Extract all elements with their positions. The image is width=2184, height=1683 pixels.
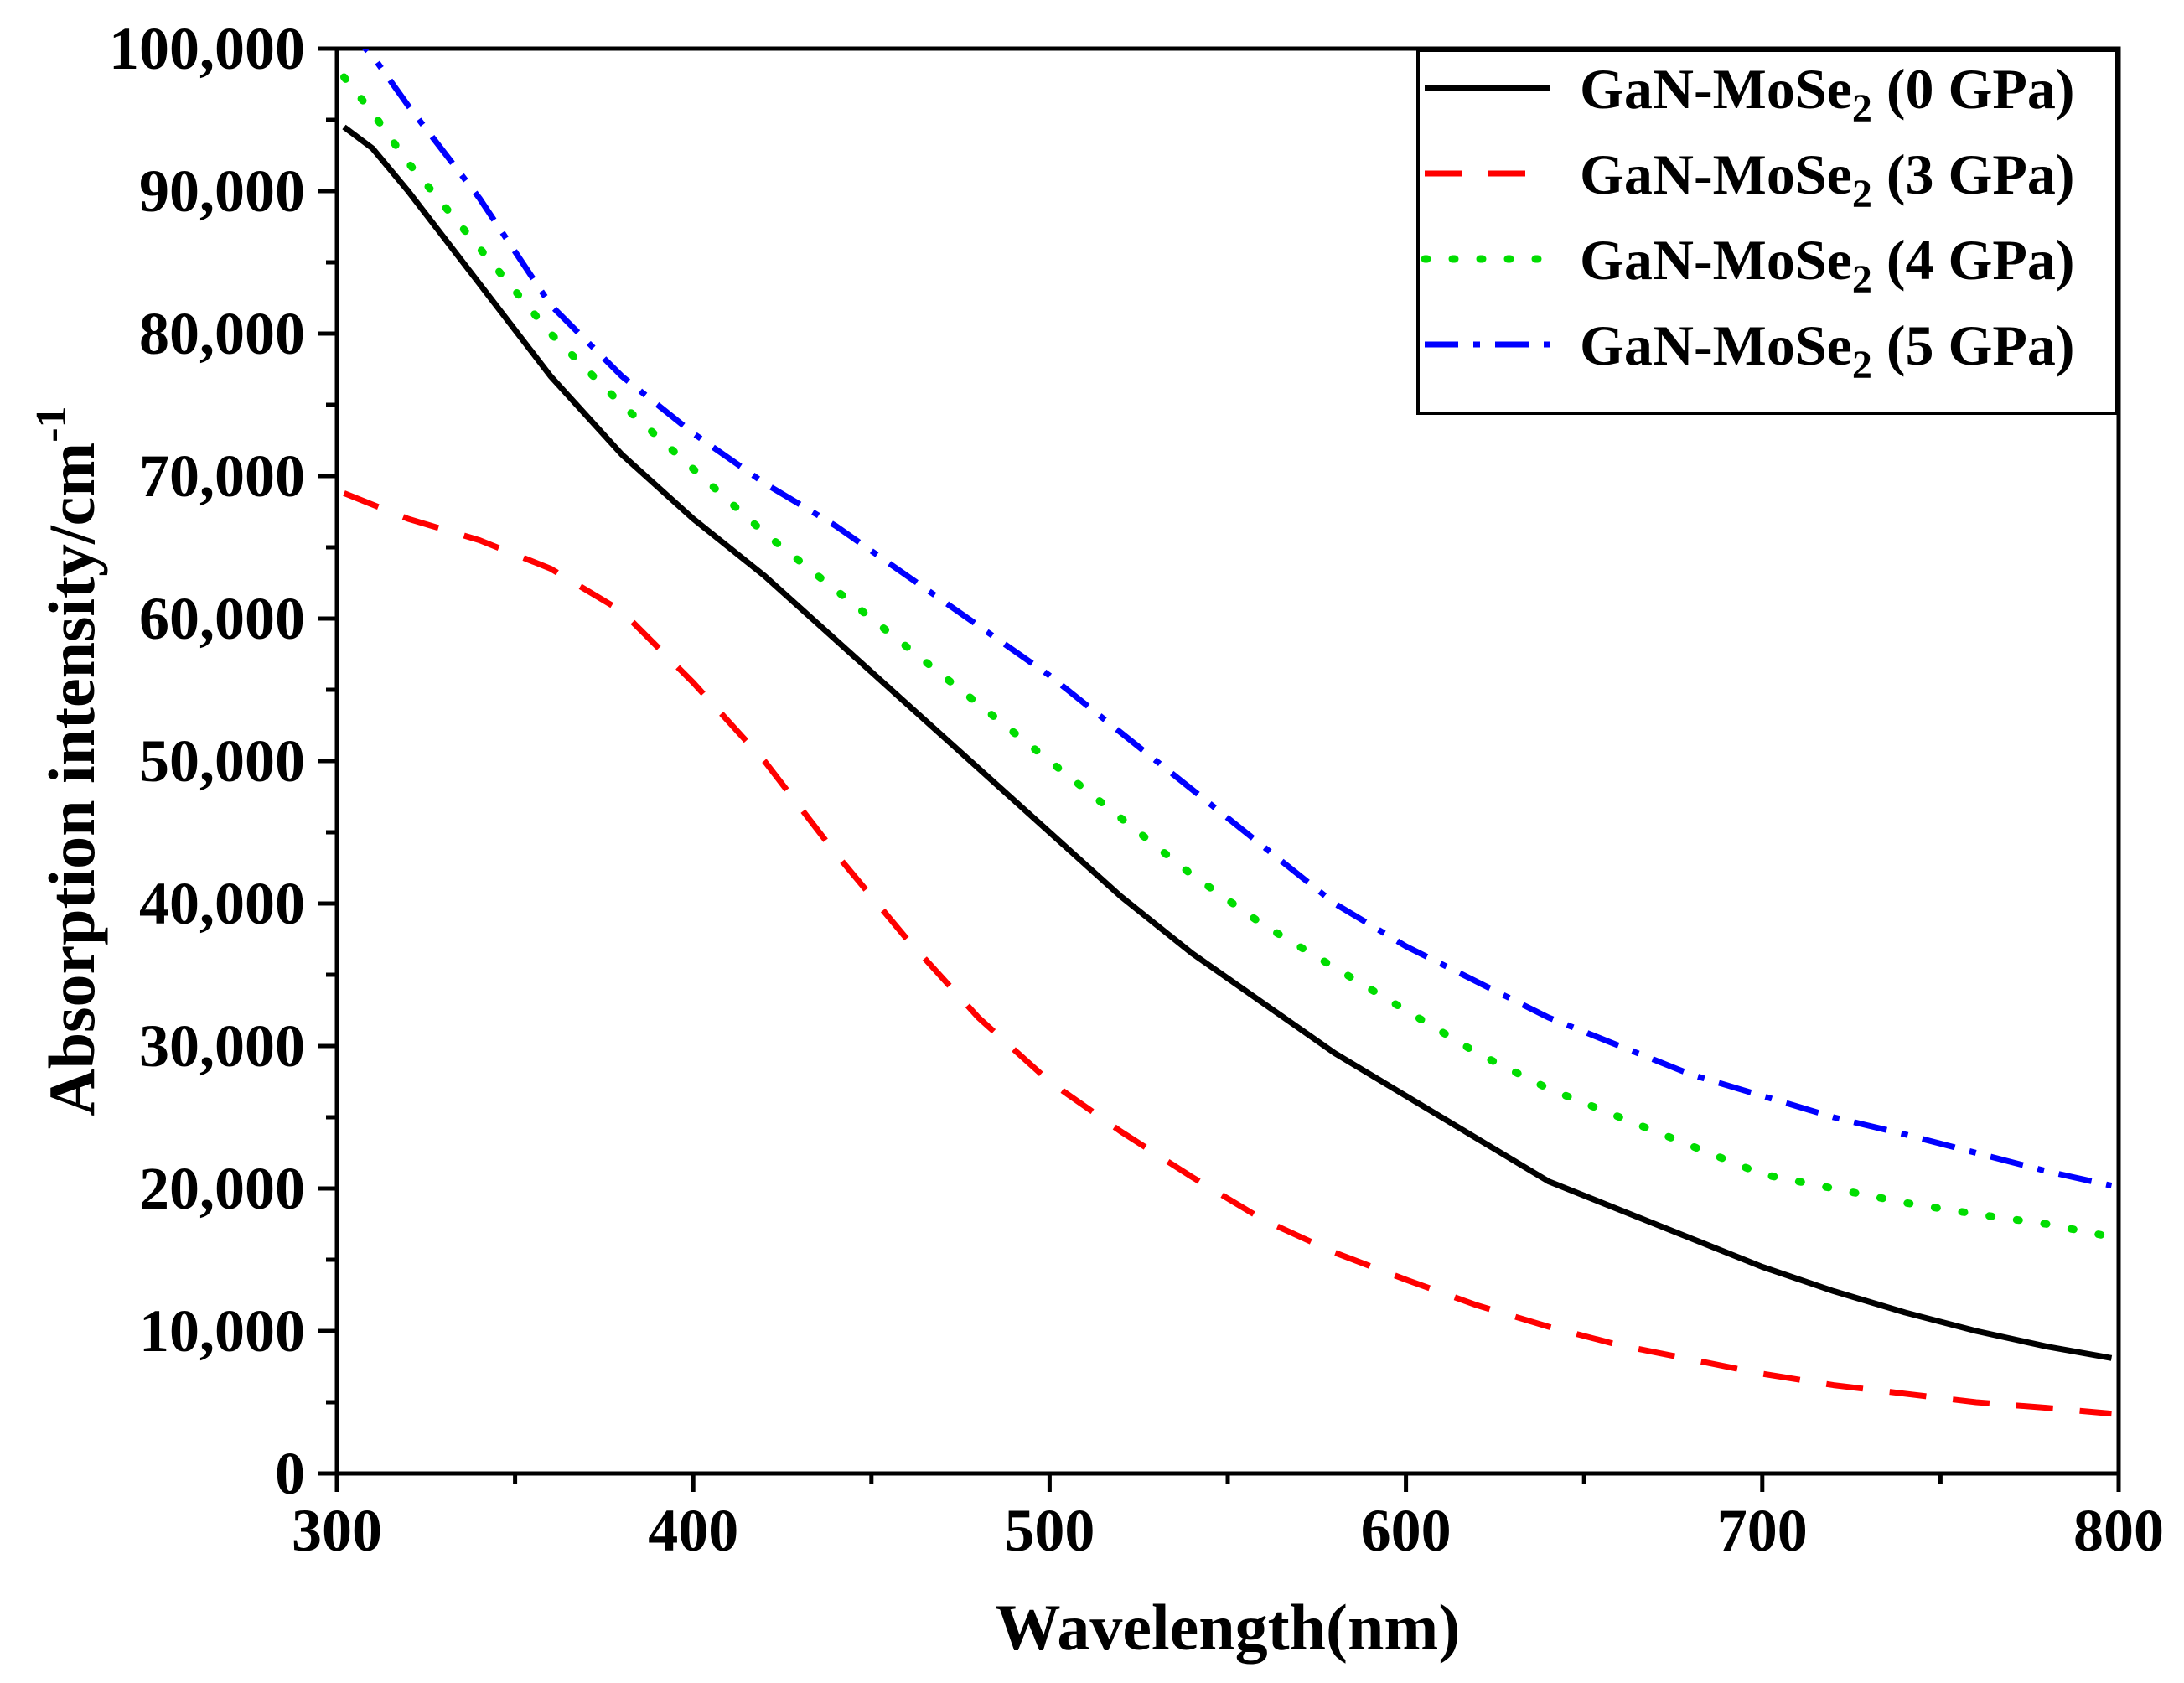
series-lines <box>340 49 2115 1417</box>
y-tick-label: 30,000 <box>139 1012 305 1080</box>
legend-label-2: GaN-MoSe2 (4 GPa) <box>1580 228 2075 302</box>
y-tick-label: 40,000 <box>139 870 305 937</box>
y-tick-label: 100,000 <box>109 15 305 82</box>
y-axis-tick-labels: 0 10,000 20,000 30,000 40,000 50,000 60,000 70,… <box>109 15 305 1507</box>
legend-label-0: GaN-MoSe2 (0 GPa) <box>1580 57 2075 131</box>
y-tick-label: 0 <box>275 1440 305 1507</box>
legend-label-3: GaN-MoSe2 (5 GPa) <box>1580 313 2075 387</box>
y-axis-title-superscript: -1 <box>28 406 75 442</box>
legend-label-1: GaN-MoSe2 (3 GPa) <box>1580 142 2075 216</box>
x-tick-label: 700 <box>1717 1497 1808 1564</box>
x-tick-label: 800 <box>2073 1497 2164 1564</box>
y-tick-label: 50,000 <box>139 728 305 795</box>
y-tick-label: 80,000 <box>139 300 305 367</box>
series-line-3 <box>361 49 2113 1189</box>
y-axis-title: Absorption intensity/cm-1 <box>28 406 108 1116</box>
x-axis-title: Wavelength(nm) <box>996 1591 1461 1664</box>
y-tick-label: 90,000 <box>139 158 305 225</box>
x-axis-tick-labels: 300 400 500 600 700 800 <box>292 1497 2164 1564</box>
x-tick-label: 500 <box>1004 1497 1095 1564</box>
y-tick-label: 20,000 <box>139 1155 305 1222</box>
series-line-0 <box>342 124 2113 1361</box>
x-axis-ticks <box>334 1473 2121 1492</box>
series-line-2 <box>340 73 2115 1241</box>
series-line-1 <box>343 490 2112 1417</box>
y-axis-title-text: Absorption intensity/cm <box>35 443 108 1116</box>
legend: GaN-MoSe2 (0 GPa) GaN-MoSe2 (3 GPa) GaN-Mo… <box>1416 49 2119 415</box>
y-axis-ticks <box>318 46 337 1476</box>
y-tick-label: 60,000 <box>139 585 305 652</box>
x-tick-label: 300 <box>292 1497 382 1564</box>
x-tick-label: 400 <box>648 1497 738 1564</box>
y-tick-label: 10,000 <box>139 1297 305 1365</box>
x-tick-label: 600 <box>1361 1497 1452 1564</box>
legend-box <box>1416 49 2119 415</box>
y-tick-label: 70,000 <box>139 443 305 510</box>
